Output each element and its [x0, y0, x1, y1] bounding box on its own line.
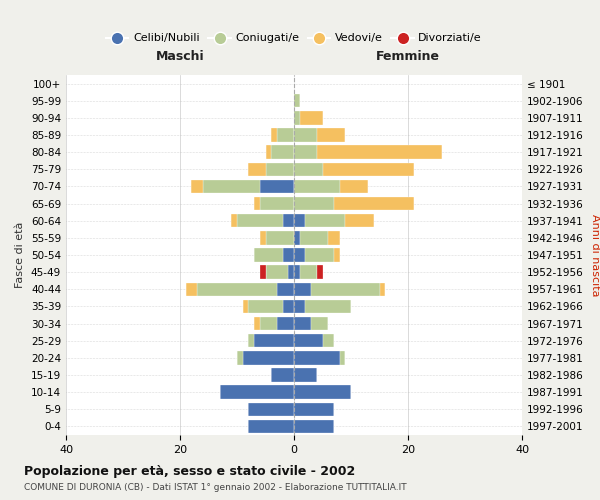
Bar [260, 231, 265, 244]
Bar [317, 128, 346, 141]
Bar [294, 334, 323, 347]
Bar [265, 162, 294, 176]
Bar [248, 334, 254, 347]
Bar [220, 386, 294, 399]
Bar [323, 334, 334, 347]
Bar [265, 146, 271, 159]
Bar [305, 300, 351, 313]
Bar [271, 128, 277, 141]
Bar [334, 197, 414, 210]
Bar [186, 282, 197, 296]
Bar [271, 146, 294, 159]
Bar [277, 317, 294, 330]
Bar [300, 266, 317, 279]
Bar [294, 180, 340, 193]
Bar [294, 266, 300, 279]
Bar [294, 402, 334, 416]
Bar [294, 111, 300, 124]
Bar [294, 162, 323, 176]
Bar [305, 214, 346, 228]
Bar [265, 266, 289, 279]
Bar [277, 282, 294, 296]
Bar [380, 282, 385, 296]
Bar [254, 248, 283, 262]
Bar [294, 386, 351, 399]
Bar [300, 111, 323, 124]
Bar [265, 231, 294, 244]
Bar [323, 162, 414, 176]
Bar [191, 180, 203, 193]
Bar [346, 214, 374, 228]
Bar [243, 300, 248, 313]
Bar [277, 128, 294, 141]
Bar [311, 317, 328, 330]
Bar [305, 248, 334, 262]
Bar [334, 248, 340, 262]
Bar [294, 248, 305, 262]
Bar [197, 282, 277, 296]
Bar [294, 368, 317, 382]
Bar [237, 214, 283, 228]
Bar [271, 368, 294, 382]
Bar [283, 248, 294, 262]
Bar [300, 231, 328, 244]
Bar [294, 197, 334, 210]
Bar [237, 351, 242, 364]
Bar [294, 214, 305, 228]
Bar [248, 162, 265, 176]
Bar [254, 317, 260, 330]
Bar [317, 266, 323, 279]
Text: Maschi: Maschi [155, 50, 205, 63]
Bar [283, 214, 294, 228]
Bar [242, 351, 294, 364]
Bar [294, 351, 340, 364]
Bar [254, 334, 294, 347]
Bar [248, 420, 294, 433]
Bar [254, 197, 260, 210]
Text: COMUNE DI DURONIA (CB) - Dati ISTAT 1° gennaio 2002 - Elaborazione TUTTITALIA.IT: COMUNE DI DURONIA (CB) - Dati ISTAT 1° g… [24, 482, 407, 492]
Y-axis label: Anni di nascita: Anni di nascita [590, 214, 600, 296]
Bar [283, 300, 294, 313]
Bar [317, 146, 442, 159]
Bar [294, 146, 317, 159]
Bar [248, 300, 283, 313]
Bar [294, 282, 311, 296]
Legend: Celibi/Nubili, Coniugati/e, Vedovi/e, Divorziati/e: Celibi/Nubili, Coniugati/e, Vedovi/e, Di… [103, 30, 485, 47]
Bar [294, 420, 334, 433]
Bar [340, 351, 346, 364]
Bar [260, 317, 277, 330]
Bar [289, 266, 294, 279]
Bar [294, 231, 300, 244]
Bar [311, 282, 380, 296]
Bar [294, 317, 311, 330]
Bar [328, 231, 340, 244]
Bar [260, 180, 294, 193]
Bar [203, 180, 260, 193]
Bar [340, 180, 368, 193]
Bar [260, 197, 294, 210]
Text: Femmine: Femmine [376, 50, 440, 63]
Bar [294, 128, 317, 141]
Bar [260, 266, 265, 279]
Bar [294, 94, 300, 108]
Text: Popolazione per età, sesso e stato civile - 2002: Popolazione per età, sesso e stato civil… [24, 465, 355, 478]
Y-axis label: Fasce di età: Fasce di età [16, 222, 25, 288]
Bar [294, 300, 305, 313]
Bar [232, 214, 237, 228]
Bar [248, 402, 294, 416]
